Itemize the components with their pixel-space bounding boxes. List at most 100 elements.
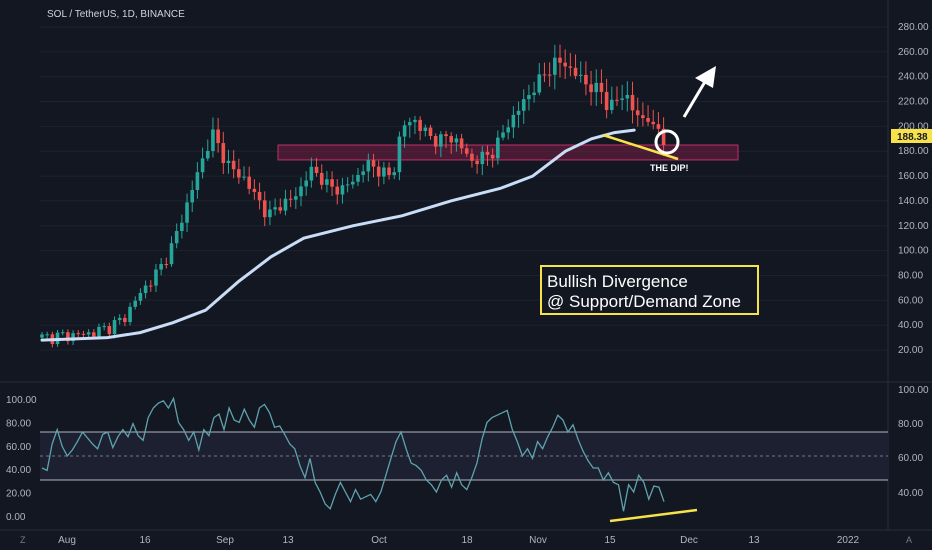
candle-body — [283, 198, 288, 211]
candle-body — [66, 332, 70, 342]
candle-body — [154, 269, 158, 286]
candle-body — [475, 160, 479, 165]
candle-body — [216, 129, 220, 144]
candle-body — [439, 134, 443, 147]
price-tick-9: 100.00 — [898, 246, 929, 257]
candle-body — [345, 184, 350, 186]
candle-body — [527, 95, 531, 100]
time-tick-0: Aug — [58, 535, 76, 546]
candle-body — [382, 167, 386, 177]
candle-body — [330, 179, 334, 187]
candle-body — [112, 320, 117, 335]
candle-body — [366, 160, 371, 172]
candle-body — [268, 209, 272, 218]
candle-body — [92, 332, 96, 337]
price-tick-13: 20.00 — [898, 345, 923, 356]
candle-body — [589, 84, 593, 93]
rsi-line — [41, 396, 665, 512]
candle-body — [661, 128, 666, 146]
candle-body — [630, 94, 635, 111]
candle-body — [190, 190, 195, 203]
candle-body — [496, 137, 500, 159]
price-tick-11: 60.00 — [898, 295, 923, 306]
candle-body — [319, 172, 324, 185]
candle-body — [60, 332, 65, 334]
time-tick-6: Nov — [529, 535, 547, 546]
price-tick-4: 200.00 — [898, 121, 929, 132]
dip-circle — [654, 129, 680, 155]
auto-scale-icon[interactable]: A — [906, 535, 912, 545]
candle-body — [651, 121, 656, 125]
candle-body — [226, 160, 231, 164]
time-tick-9: 13 — [748, 535, 760, 546]
candle-body — [294, 196, 298, 200]
rsi-left-tick-3: 40.00 — [6, 465, 31, 476]
up-arrow-shaft — [682, 79, 708, 118]
candle-body — [45, 334, 49, 336]
support-demand-zone — [277, 144, 739, 161]
candle-body — [356, 174, 360, 182]
candle-body — [392, 172, 397, 176]
candle-body — [148, 285, 153, 287]
rsi-right-tick-1: 60.00 — [898, 453, 923, 464]
price-tick-10: 80.00 — [898, 270, 923, 281]
candle-body — [625, 94, 630, 99]
candle-body — [221, 143, 226, 164]
candle-body — [532, 92, 536, 96]
dip-label: THE DIP! — [650, 163, 689, 173]
rsi-divergence-line — [609, 508, 698, 523]
price-tick-2: 240.00 — [898, 72, 929, 83]
candle-body — [205, 150, 210, 159]
zoom-icon[interactable]: Z — [20, 535, 26, 545]
last-price-label: 188.38 — [897, 132, 928, 143]
candle-body — [314, 166, 319, 173]
candle-body — [278, 207, 283, 211]
candle-body — [200, 158, 205, 173]
price-axis: 280.00 260.00 240.00 220.00 200.00 180.00 160.… — [898, 22, 929, 356]
candle-body — [511, 114, 516, 128]
candle-body — [537, 74, 542, 93]
candle-body — [490, 154, 495, 159]
candle-body — [169, 243, 174, 265]
candle-body — [584, 74, 588, 85]
rsi-left-tick-0: 100.00 — [6, 395, 37, 406]
symbol-title: SOL / TetherUS, 1D, BINANCE — [47, 9, 185, 20]
candle-body — [594, 82, 599, 93]
price-tick-12: 40.00 — [898, 320, 923, 331]
rsi-left-axis: 100.00 80.00 60.00 40.00 20.00 0.00 — [6, 395, 37, 523]
candle-body — [387, 167, 391, 176]
candle-body — [397, 136, 402, 173]
candle-body — [247, 176, 251, 189]
candle-body — [599, 82, 604, 92]
time-tick-1: 16 — [139, 535, 151, 546]
candle-body — [97, 326, 101, 337]
candle-body — [558, 57, 562, 63]
candle-body — [459, 138, 464, 149]
time-tick-5: 18 — [461, 535, 473, 546]
rsi-left-tick-4: 20.00 — [6, 489, 31, 500]
candle-body — [470, 153, 474, 161]
candle-body — [578, 74, 583, 76]
candle-body — [646, 118, 650, 122]
candle-body — [262, 200, 267, 218]
candle-body — [159, 264, 163, 270]
candle-body — [71, 333, 75, 342]
candle-body — [506, 127, 510, 133]
rsi-left-tick-2: 60.00 — [6, 442, 31, 453]
time-tick-2: Sep — [216, 535, 234, 546]
candle-body — [195, 172, 200, 191]
candle-body — [604, 91, 609, 111]
price-tick-0: 280.00 — [898, 22, 929, 33]
candle-body — [143, 285, 148, 293]
candle-body — [117, 317, 122, 321]
candle-body — [335, 186, 340, 195]
price-tick-5: 180.00 — [898, 146, 929, 157]
candle-body — [521, 99, 526, 111]
price-tick-6: 160.00 — [898, 171, 929, 182]
time-tick-10: 2022 — [837, 535, 860, 546]
rsi-left-tick-5: 0.00 — [6, 512, 26, 523]
candle-body — [444, 134, 448, 137]
candle-body — [635, 110, 640, 116]
candle-body — [133, 300, 138, 307]
